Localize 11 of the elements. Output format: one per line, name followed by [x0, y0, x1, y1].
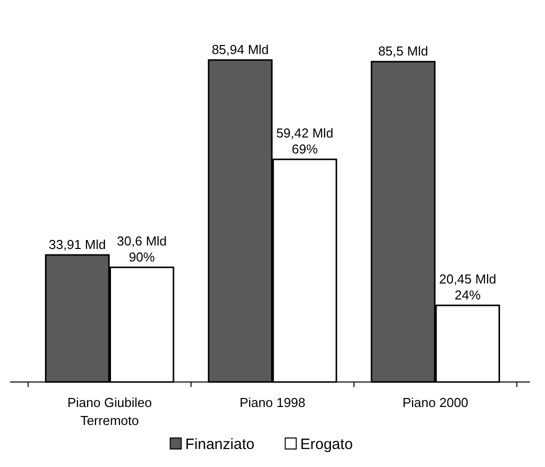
x-tick-label: Piano Giubileo Terremoto	[67, 395, 152, 428]
x-tick-label: Piano 2000	[402, 395, 468, 410]
data-label: 85,94 Mld	[212, 42, 269, 57]
data-label: 59,42 Mld 69%	[276, 125, 334, 156]
data-label: 30,6 Mld 90%	[116, 233, 167, 264]
legend-label: Finanziato	[185, 436, 254, 453]
data-label: 33,91 Mld	[48, 236, 106, 252]
x-tick-label: Piano 1998	[240, 395, 306, 410]
data-label: 20,45 Mld 24%	[439, 271, 496, 302]
legend-label: Erogato	[300, 436, 353, 453]
data-label: 85,5 Mld	[378, 44, 428, 59]
